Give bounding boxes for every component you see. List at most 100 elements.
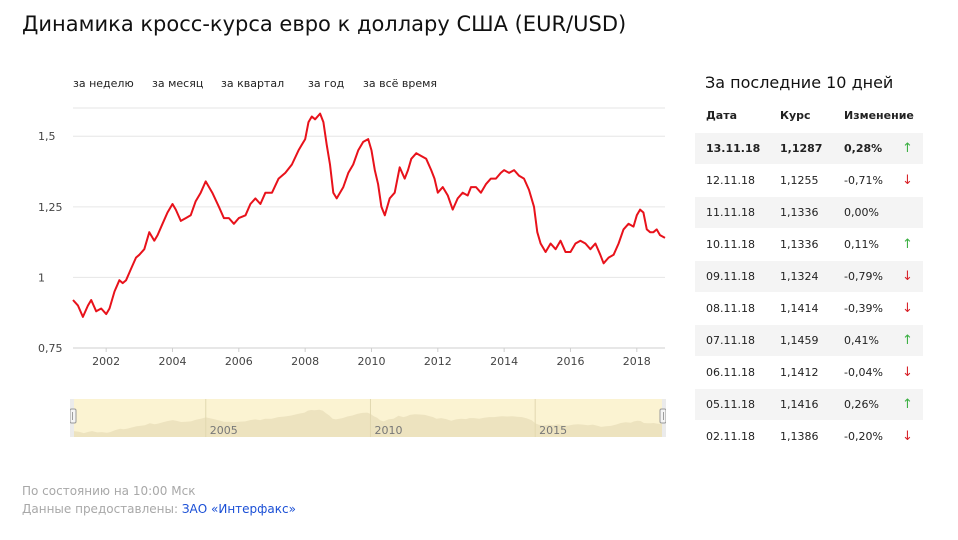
- data-point: [555, 249, 556, 250]
- period-quarter[interactable]: за квартал: [221, 77, 285, 90]
- data-point: [72, 299, 73, 300]
- x-tick-label: 2006: [225, 355, 253, 368]
- data-point: [523, 178, 524, 179]
- data-point: [305, 139, 306, 140]
- period-all-time[interactable]: за всё время: [363, 77, 438, 90]
- data-point: [162, 223, 163, 224]
- data-point: [416, 153, 417, 154]
- data-point: [77, 305, 78, 306]
- x-tick-label: 2008: [291, 355, 319, 368]
- data-point: [656, 229, 657, 230]
- source-note: Данные предоставлены: ЗАО «Интерфакс»: [22, 502, 296, 516]
- data-point: [135, 257, 136, 258]
- period-year[interactable]: за год: [308, 77, 345, 90]
- header-date: Дата: [706, 109, 738, 122]
- table-row: 07.11.18 1,1459 0,41% ↑: [695, 324, 923, 356]
- data-point: [126, 280, 127, 281]
- data-point: [570, 251, 571, 252]
- period-month[interactable]: за месяц: [152, 77, 204, 90]
- data-point: [301, 144, 302, 145]
- table-row: 02.11.18 1,1386 -0,20% ↓: [695, 420, 923, 452]
- side-title: За последние 10 дней: [705, 73, 894, 92]
- x-tick-label: 2018: [623, 355, 651, 368]
- navigator-area: [74, 409, 662, 437]
- navigator-left-handle[interactable]: [70, 408, 77, 424]
- data-point: [368, 139, 369, 140]
- data-point: [260, 203, 261, 204]
- period-week[interactable]: за неделю: [73, 77, 134, 90]
- navigator-labels: 2005 2010 2015: [205, 399, 567, 437]
- source-link[interactable]: ЗАО «Интерфакс»: [181, 502, 296, 516]
- data-point: [271, 192, 272, 193]
- data-point: [205, 181, 206, 182]
- data-point: [407, 170, 408, 171]
- row-change: 0,00%: [844, 206, 879, 219]
- data-point: [315, 119, 316, 120]
- navigator-label: 2010: [374, 424, 402, 437]
- y-tick-label: 1,5: [38, 130, 56, 143]
- data-point: [336, 198, 337, 199]
- x-tick-label: 2014: [490, 355, 518, 368]
- data-point: [447, 195, 448, 196]
- data-point: [504, 170, 505, 171]
- table-row: 09.11.18 1,1324 -0,79% ↓: [695, 260, 923, 292]
- data-point: [475, 187, 476, 188]
- data-point: [371, 150, 372, 151]
- series-line[interactable]: [72, 112, 666, 318]
- data-point: [348, 172, 349, 173]
- row-rate: 1,1255: [780, 174, 819, 187]
- data-point: [195, 201, 196, 202]
- row-change: -0,20%: [844, 430, 883, 443]
- data-point: [130, 268, 131, 269]
- data-point: [311, 116, 312, 117]
- header-change: Изменение: [844, 109, 914, 122]
- arrow-up-icon: ↑: [902, 333, 913, 348]
- data-point: [664, 237, 665, 238]
- data-point: [467, 195, 468, 196]
- row-rate: 1,1459: [780, 334, 819, 347]
- data-point: [323, 122, 324, 123]
- data-point: [495, 178, 496, 179]
- data-point: [509, 172, 510, 173]
- row-change: 0,41%: [844, 334, 879, 347]
- data-point: [106, 314, 107, 315]
- header-rate: Курс: [780, 109, 811, 122]
- data-point: [421, 155, 422, 156]
- data-point: [585, 243, 586, 244]
- row-date: 05.11.18: [706, 398, 755, 411]
- row-rate: 1,1336: [780, 206, 819, 219]
- data-point: [190, 215, 191, 216]
- data-point: [470, 187, 471, 188]
- data-point: [285, 172, 286, 173]
- data-point: [378, 184, 379, 185]
- data-point: [490, 178, 491, 179]
- rates-table: Дата Курс Изменение 13.11.18 1,1287 0,28% ↑…: [695, 102, 923, 452]
- data-point: [575, 243, 576, 244]
- row-rate: 1,1412: [780, 366, 819, 379]
- arrow-down-icon: ↓: [902, 269, 913, 284]
- data-point: [333, 192, 334, 193]
- navigator-right-handle[interactable]: [659, 408, 666, 424]
- data-point: [172, 203, 173, 204]
- data-point: [640, 209, 641, 210]
- data-point: [646, 229, 647, 230]
- y-axis: 0,75 1 1,25 1,5: [38, 130, 63, 355]
- page-title: Динамика кросс-курса евро к доллару США …: [22, 12, 627, 36]
- data-point: [411, 158, 412, 159]
- time-navigator[interactable]: 2005 2010 2015: [70, 399, 666, 437]
- data-point: [580, 240, 581, 241]
- data-point: [255, 198, 256, 199]
- rate-chart[interactable]: 0,75 1 1,25 1,5 2002 2004 2006 2008 2010 2012 201…: [0, 95, 690, 377]
- table-body: 13.11.18 1,1287 0,28% ↑ 12.11.18 1,1255 -0,71%…: [695, 132, 923, 452]
- arrow-up-icon: ↑: [902, 237, 913, 252]
- data-point: [643, 212, 644, 213]
- arrow-down-icon: ↓: [902, 365, 913, 380]
- x-tick-label: 2010: [357, 355, 385, 368]
- data-point: [250, 203, 251, 204]
- arrow-up-icon: ↑: [902, 397, 913, 412]
- data-point: [374, 170, 375, 171]
- data-point: [528, 189, 529, 190]
- row-rate: 1,1336: [780, 238, 819, 251]
- row-date: 06.11.18: [706, 366, 755, 379]
- data-point: [394, 192, 395, 193]
